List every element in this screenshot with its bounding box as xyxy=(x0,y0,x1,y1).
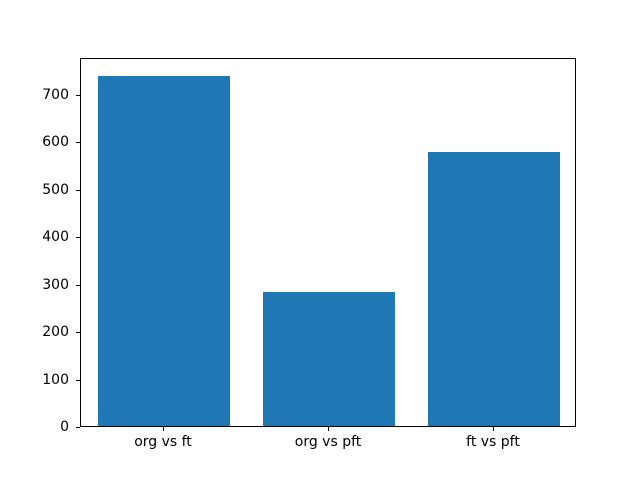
y-tick-mark xyxy=(76,380,80,381)
y-tick-label: 0 xyxy=(60,419,69,435)
x-tick-label: org vs pft xyxy=(294,434,362,450)
y-tick-label: 700 xyxy=(42,87,69,103)
bar-org-vs-pft xyxy=(263,292,395,426)
x-tick-mark xyxy=(328,427,329,431)
y-tick-mark xyxy=(76,237,80,238)
bar-ft-vs-pft xyxy=(428,152,560,426)
y-tick-label: 500 xyxy=(42,182,69,198)
y-tick-mark xyxy=(76,427,80,428)
y-tick-label: 400 xyxy=(42,229,69,245)
y-tick-mark xyxy=(76,142,80,143)
x-tick-mark xyxy=(163,427,164,431)
y-tick-label: 300 xyxy=(42,277,69,293)
y-tick-mark xyxy=(76,285,80,286)
x-tick-mark xyxy=(493,427,494,431)
y-tick-label: 200 xyxy=(42,324,69,340)
y-tick-mark xyxy=(76,190,80,191)
y-tick-label: 100 xyxy=(42,372,69,388)
x-tick-label: ft vs pft xyxy=(466,434,520,450)
y-tick-mark xyxy=(76,95,80,96)
y-tick-mark xyxy=(76,332,80,333)
plot-area xyxy=(80,58,576,427)
y-tick-label: 600 xyxy=(42,134,69,150)
bar-org-vs-ft xyxy=(98,76,230,426)
x-tick-label: org vs ft xyxy=(134,434,192,450)
